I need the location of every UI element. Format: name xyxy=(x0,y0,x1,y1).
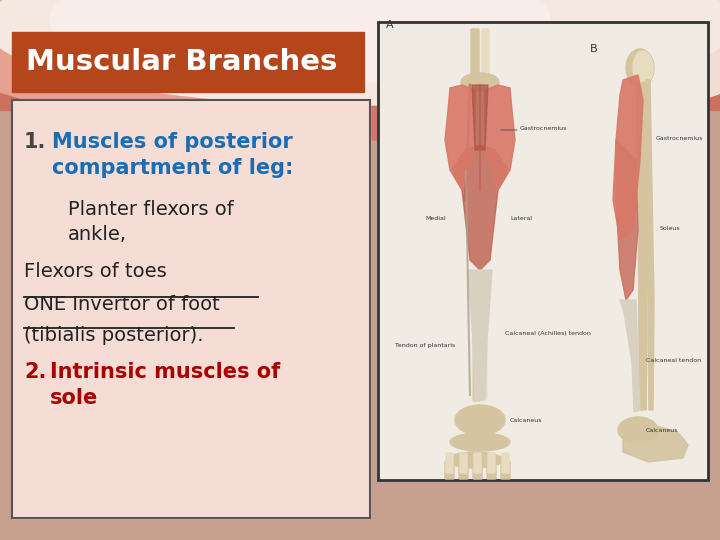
Text: ONE Invertor of foot: ONE Invertor of foot xyxy=(24,295,220,314)
Ellipse shape xyxy=(0,0,720,140)
Text: B: B xyxy=(590,44,598,54)
Text: Calcaneus: Calcaneus xyxy=(510,418,542,423)
FancyBboxPatch shape xyxy=(482,29,489,79)
Ellipse shape xyxy=(450,433,510,451)
Text: Flexors of toes: Flexors of toes xyxy=(24,262,167,281)
Text: 1.: 1. xyxy=(24,132,46,152)
Text: Planter flexors of
ankle,: Planter flexors of ankle, xyxy=(68,200,234,244)
Text: Muscles of posterior
compartment of leg:: Muscles of posterior compartment of leg: xyxy=(52,132,293,178)
FancyBboxPatch shape xyxy=(488,453,495,473)
FancyBboxPatch shape xyxy=(473,461,482,479)
FancyBboxPatch shape xyxy=(473,274,480,401)
Polygon shape xyxy=(613,75,643,240)
FancyBboxPatch shape xyxy=(460,453,467,473)
Text: Calcaneal (Achilles) tendon: Calcaneal (Achilles) tendon xyxy=(505,331,591,336)
Text: Medial: Medial xyxy=(425,216,446,221)
Bar xyxy=(12,32,364,92)
Text: Tendon of plantaris: Tendon of plantaris xyxy=(395,343,455,348)
FancyBboxPatch shape xyxy=(487,461,496,479)
FancyBboxPatch shape xyxy=(459,461,468,479)
Bar xyxy=(0,0,720,110)
Polygon shape xyxy=(472,85,488,150)
Polygon shape xyxy=(452,145,508,270)
Polygon shape xyxy=(616,140,638,300)
Ellipse shape xyxy=(0,0,500,120)
FancyBboxPatch shape xyxy=(474,453,481,473)
Bar xyxy=(12,100,370,518)
Text: Calcaneal tendon: Calcaneal tendon xyxy=(646,358,701,363)
Polygon shape xyxy=(485,85,515,190)
Polygon shape xyxy=(646,80,654,410)
Bar xyxy=(12,100,370,518)
Ellipse shape xyxy=(633,51,653,85)
Text: 2.: 2. xyxy=(24,362,46,382)
FancyBboxPatch shape xyxy=(471,29,479,81)
Polygon shape xyxy=(445,85,475,190)
Polygon shape xyxy=(620,300,640,412)
Text: Soleus: Soleus xyxy=(660,226,680,231)
Ellipse shape xyxy=(461,73,499,91)
Text: Gastrocnemius: Gastrocnemius xyxy=(520,126,567,131)
FancyBboxPatch shape xyxy=(481,275,487,399)
FancyBboxPatch shape xyxy=(501,461,510,479)
Text: (tibialis posterior).: (tibialis posterior). xyxy=(24,326,204,345)
Bar xyxy=(378,22,708,480)
Polygon shape xyxy=(636,82,647,410)
Polygon shape xyxy=(468,270,492,400)
Ellipse shape xyxy=(448,452,503,468)
FancyBboxPatch shape xyxy=(446,453,453,473)
Text: Gastrocnemius: Gastrocnemius xyxy=(656,136,703,141)
Ellipse shape xyxy=(455,405,505,435)
Text: A: A xyxy=(386,20,394,30)
Ellipse shape xyxy=(0,0,720,105)
Text: Intrinsic muscles of
sole: Intrinsic muscles of sole xyxy=(50,362,280,408)
Polygon shape xyxy=(623,425,688,462)
Ellipse shape xyxy=(50,0,550,85)
Text: Calcaneus: Calcaneus xyxy=(646,428,678,433)
Bar xyxy=(378,22,708,480)
Ellipse shape xyxy=(300,0,720,120)
Ellipse shape xyxy=(626,49,654,87)
Text: Muscular Branches: Muscular Branches xyxy=(26,48,338,76)
Text: Lateral: Lateral xyxy=(510,216,532,221)
Ellipse shape xyxy=(618,417,658,443)
FancyBboxPatch shape xyxy=(502,453,509,473)
FancyBboxPatch shape xyxy=(445,461,454,479)
